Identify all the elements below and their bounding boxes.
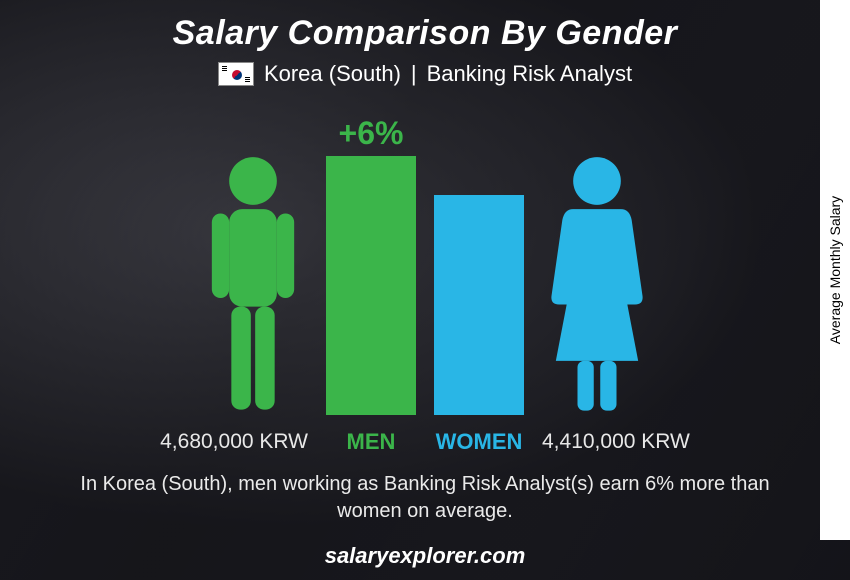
men-salary: 4,680,000 KRW <box>128 430 308 454</box>
main-title: Salary Comparison By Gender <box>0 0 850 53</box>
women-label: WOMEN <box>434 429 524 455</box>
labels-row: 4,680,000 KRW MEN WOMEN 4,410,000 KRW <box>0 429 850 455</box>
women-bar <box>434 195 524 415</box>
subtitle-row: Korea (South) | Banking Risk Analyst <box>0 61 850 87</box>
men-label: MEN <box>326 429 416 455</box>
y-axis-label: Average Monthly Salary <box>827 196 843 344</box>
korea-flag-icon <box>218 62 254 86</box>
footer-source: salaryexplorer.com <box>0 543 850 569</box>
description-text: In Korea (South), men working as Banking… <box>0 471 850 525</box>
subtitle-separator: | <box>411 61 417 87</box>
country-label: Korea (South) <box>264 61 401 87</box>
role-label: Banking Risk Analyst <box>427 61 632 87</box>
y-axis-strip: Average Monthly Salary <box>820 0 850 540</box>
man-icon <box>198 155 308 415</box>
women-bar-column <box>434 115 524 415</box>
men-bar-column: +6% <box>326 115 416 415</box>
women-salary: 4,410,000 KRW <box>542 430 722 454</box>
difference-label: +6% <box>339 115 404 152</box>
woman-icon <box>542 155 652 415</box>
men-bar <box>326 156 416 415</box>
chart-area: +6% <box>0 115 850 415</box>
